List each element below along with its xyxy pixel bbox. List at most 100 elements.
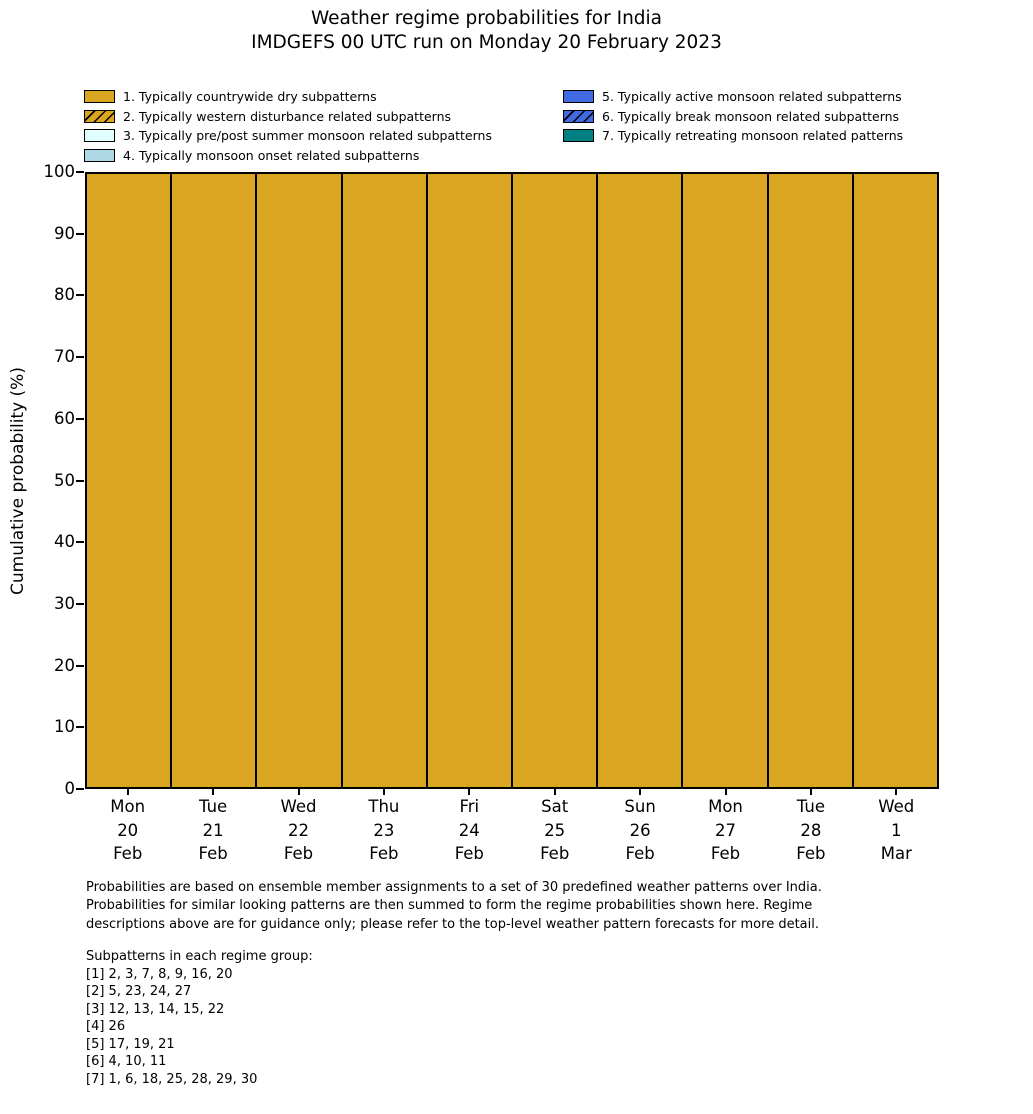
footer-note: Probabilities are based on ensemble memb… <box>86 879 822 934</box>
y-tick-label: 50 <box>54 470 75 490</box>
legend-item: 6. Typically break monsoon related subpa… <box>563 107 903 127</box>
legend-item-label: 1. Typically countrywide dry subpatterns <box>123 89 377 105</box>
stacked-bar <box>341 173 427 788</box>
chart-title-line2: IMDGEFS 00 UTC run on Monday 20 February… <box>251 32 722 53</box>
x-tick-day: Tue <box>796 797 825 816</box>
x-tick-date: 20 <box>117 820 139 840</box>
x-tick-label: Mon 27 Feb <box>666 795 786 866</box>
x-tick-day: Mon <box>110 797 146 816</box>
legend-color-swatch <box>84 90 115 104</box>
legend-column-left: 1. Typically countrywide dry subpatterns… <box>84 87 492 165</box>
bar-segment-regime-1 <box>341 173 427 788</box>
x-tick-mark <box>126 789 129 795</box>
legend-item: 5. Typically active monsoon related subp… <box>563 87 903 107</box>
legend-color-swatch <box>563 129 594 143</box>
y-tick-label: 40 <box>54 532 75 552</box>
legend-item: 4. Typically monsoon onset related subpa… <box>84 146 492 166</box>
x-tick-mark <box>724 789 727 795</box>
x-tick-day: Tue <box>199 797 228 816</box>
legend-color-swatch <box>84 129 115 143</box>
legend-color-swatch <box>563 109 594 123</box>
y-tick-label: 90 <box>54 223 75 243</box>
legend-color-swatch <box>84 109 115 123</box>
x-tick-month: Feb <box>625 844 655 863</box>
legend-color-swatch <box>563 90 594 104</box>
x-tick-day: Thu <box>368 797 400 816</box>
bar-segment-regime-1 <box>256 173 342 788</box>
x-tick-label: Tue 21 Feb <box>153 795 273 866</box>
x-tick-mark <box>212 789 215 795</box>
y-tick-label: 60 <box>54 408 75 428</box>
x-tick-mark <box>468 789 471 795</box>
y-tick-mark <box>76 726 84 729</box>
x-tick-month: Feb <box>369 844 399 863</box>
chart-title: Weather regime probabilities for India I… <box>0 7 1003 55</box>
legend-item-label: 7. Typically retreating monsoon related … <box>602 128 904 144</box>
x-tick-label: Tue 28 Feb <box>751 795 871 866</box>
x-tick-date: 23 <box>373 820 395 840</box>
y-tick-mark <box>76 541 84 544</box>
x-tick-day: Mon <box>708 797 743 816</box>
bar-segment-regime-1 <box>852 173 939 788</box>
y-tick-mark <box>76 479 84 482</box>
stacked-bar <box>86 173 172 788</box>
x-tick-mark <box>553 789 556 795</box>
legend-item: 3. Typically pre/post summer monsoon rel… <box>84 126 492 146</box>
x-tick-month: Mar <box>880 844 912 863</box>
legend-item: 2. Typically western disturbance related… <box>84 107 492 127</box>
subpattern-line: [1] 2, 3, 7, 8, 9, 16, 20 <box>86 966 233 982</box>
x-tick-label: Mon 20 Feb <box>68 795 188 866</box>
footer-line: Probabilities for similar looking patter… <box>86 898 813 914</box>
bar-segment-regime-1 <box>171 173 257 788</box>
x-tick-date: 24 <box>458 820 480 840</box>
bar-segment-regime-1 <box>86 173 172 788</box>
y-tick-mark <box>76 171 84 173</box>
subpattern-line: [6] 4, 10, 11 <box>86 1054 167 1069</box>
x-tick-day: Wed <box>280 797 317 816</box>
x-tick-label: Wed 22 Feb <box>239 795 359 866</box>
subpattern-list: Subpatterns in each regime group: [1] 2, … <box>86 948 313 1088</box>
y-tick-label: 30 <box>54 593 75 613</box>
stacked-bar <box>852 173 939 788</box>
y-tick-label: 70 <box>54 347 75 367</box>
x-tick-month: Feb <box>454 844 484 863</box>
x-tick-date: 27 <box>715 820 736 840</box>
y-tick-label: 10 <box>54 717 75 737</box>
x-tick-date: 22 <box>288 820 309 840</box>
subpattern-line: [5] 17, 19, 21 <box>86 1036 175 1052</box>
stacked-bar <box>597 173 683 788</box>
y-tick-mark <box>76 664 84 667</box>
stacked-bar <box>256 173 342 788</box>
x-tick-month: Feb <box>710 844 741 863</box>
x-tick-month: Feb <box>796 844 826 863</box>
x-tick-date: 28 <box>800 820 822 840</box>
y-tick-mark <box>76 294 84 297</box>
bar-segment-regime-1 <box>426 173 513 788</box>
y-tick-label: 20 <box>54 655 75 675</box>
legend-column-right: 5. Typically active monsoon related subp… <box>563 87 903 146</box>
x-tick-day: Sun <box>624 797 656 816</box>
x-tick-mark <box>809 789 812 795</box>
subpattern-line: [4] 26 <box>86 1019 126 1034</box>
chart-title-line1: Weather regime probabilities for India <box>310 8 663 29</box>
subpattern-heading: Subpatterns in each regime group: <box>86 949 313 964</box>
bar-segment-regime-1 <box>512 173 598 788</box>
legend-color-swatch <box>84 149 115 163</box>
x-tick-month: Feb <box>540 844 570 863</box>
y-tick-label: 80 <box>54 285 75 305</box>
x-tick-mark <box>639 789 642 795</box>
x-tick-label: Sun 26 Feb <box>580 795 700 866</box>
stacked-bar <box>171 173 257 788</box>
plot-area <box>85 172 939 789</box>
y-tick-mark <box>76 232 84 235</box>
stacked-bar <box>512 173 598 788</box>
bar-segment-regime-1 <box>767 173 853 788</box>
x-tick-day: Wed <box>878 797 915 816</box>
y-tick-label: 100 <box>43 162 76 181</box>
legend-item: 7. Typically retreating monsoon related … <box>563 126 903 146</box>
x-tick-date: 26 <box>629 820 651 840</box>
x-tick-month: Feb <box>283 844 314 863</box>
subpattern-line: [3] 12, 13, 14, 15, 22 <box>86 1001 225 1017</box>
footer-line: Probabilities are based on ensemble memb… <box>86 880 822 895</box>
